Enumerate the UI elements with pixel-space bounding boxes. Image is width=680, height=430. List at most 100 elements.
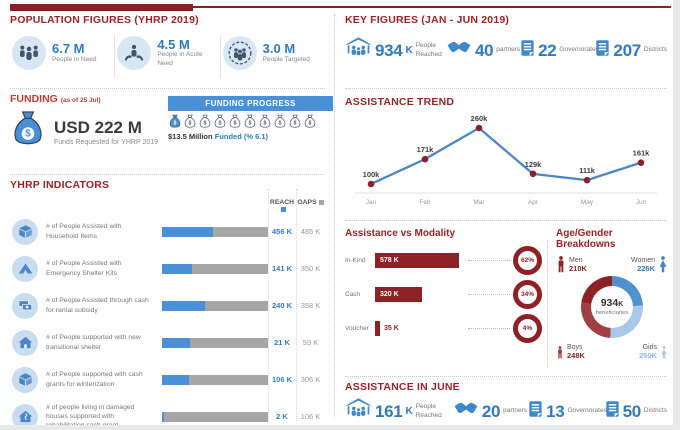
modality-row-inkind: In-Kind 578 K 62% (345, 243, 542, 277)
document-icon (595, 39, 610, 62)
stat-value: 22 (538, 40, 557, 60)
svg-text:$: $ (249, 120, 252, 126)
damaged-house-icon (12, 403, 38, 425)
yhrp-indicators-section: YHRP INDICATORS REACH GAPS # of People A… (10, 179, 325, 425)
document-icon (528, 400, 543, 423)
money-bag-icon: $ (10, 110, 46, 155)
cash-banknotes-icon (12, 292, 38, 319)
boy-icon (558, 345, 562, 358)
gaps-value: 358 K (300, 301, 321, 310)
stat-people-in-acute-need: 4.5 M People in Acute Need (115, 35, 221, 78)
age-gender-title: Age/Gender Breakdowns (556, 228, 616, 250)
reach-value: 21 K (274, 338, 290, 347)
modality-bar: 320 K (375, 286, 465, 302)
age-gender-section: Age/Gender Breakdowns Men 210K Women 226… (556, 228, 668, 360)
reach-gaps-bar (162, 300, 268, 311)
stat-partners: 40 partners (446, 40, 520, 61)
svg-text:$: $ (309, 120, 312, 126)
stat-label: partners (503, 407, 527, 415)
stat-people-in-need: 6.7 M People in Need (10, 35, 116, 78)
money-bag-icon: $ (274, 114, 286, 128)
gaps-value: 350 K (300, 264, 321, 273)
funding-progress-banner: FUNDING PROGRESS (168, 96, 333, 111)
top-accent-bar (10, 4, 193, 11)
funding-progress: FUNDING PROGRESS $ $ $ $ $ $ $ $ $ $ $13.5 Millio… (168, 96, 333, 141)
svg-text:$: $ (219, 120, 222, 126)
reach-value: 141 K (271, 264, 292, 273)
stat-label: Governorates (559, 46, 599, 54)
stat-value: 50 (622, 401, 642, 421)
svg-text:260k: 260k (471, 114, 489, 123)
svg-text:May: May (581, 199, 594, 206)
stat-value: 3.0 M (262, 40, 296, 56)
gaps-value: 106 K (300, 412, 321, 421)
stat-value: 207 (613, 40, 641, 60)
group-women: Women 226K (631, 256, 668, 273)
woman-icon (659, 256, 667, 273)
svg-text:Mar: Mar (473, 199, 485, 206)
indicator-label: # of People supported with cash grants f… (46, 371, 143, 388)
svg-text:129k: 129k (525, 160, 543, 169)
svg-text:Jun: Jun (636, 199, 647, 206)
reach-gaps-bar (162, 337, 268, 348)
hands-holding-people-icon (117, 36, 152, 70)
separator (345, 88, 667, 89)
stat-people-reached-june: 161 K People Reached (345, 398, 452, 425)
indicator-row: # of People supported with new transitio… (10, 324, 325, 361)
population-stats: 6.7 M People in Need 4.5 M People in Acu… (10, 35, 325, 78)
people-reached-icon (345, 37, 372, 64)
svg-text:111k: 111k (579, 166, 596, 175)
percent-ring: 4% (513, 313, 542, 343)
dotted-connector (468, 327, 510, 329)
beneficiaries-donut-chart: 934K beneficiaries (581, 276, 643, 338)
stat-value: 161 (375, 401, 403, 421)
gaps-value: 59 K (302, 338, 319, 347)
money-bag-icon: $ (199, 114, 211, 128)
reach-gaps-bar (162, 263, 268, 274)
key-figures-section: KEY FIGURES (JAN - JUN 2019) 934 K People… (345, 14, 667, 64)
stat-label: People Reached (415, 42, 442, 58)
reach-value: 240 K (271, 301, 292, 310)
gaps-value: 485 K (300, 227, 321, 236)
funding-section: FUNDING (as of 25 Jul) $ USD 222 M Funds… (10, 93, 333, 155)
stat-label: People Reached (415, 403, 442, 419)
svg-text:Apr: Apr (528, 199, 539, 206)
indicators-title: YHRP INDICATORS (10, 179, 110, 191)
modality-value: 578 K (380, 256, 399, 264)
money-bag-icon: $ (304, 114, 316, 128)
money-bag-icon: $ (229, 114, 241, 128)
trend-title: ASSISTANCE TREND (345, 96, 455, 108)
money-bags-row: $ $ $ $ $ $ $ $ $ $ (168, 114, 333, 130)
assistance-trend-section: ASSISTANCE TREND 100k Jan 171k Feb 260k Mar 12… (345, 96, 667, 217)
assistance-in-june-section: ASSISTANCE IN JUNE 161 K People Reached (345, 381, 667, 425)
funding-as-of: (as of 25 Jul) (60, 97, 101, 104)
stat-governorates: 22 Governorates (520, 39, 599, 62)
svg-text:Jan: Jan (366, 199, 377, 206)
stat-label: Districts (643, 407, 667, 415)
modality-label: In-Kind (345, 256, 366, 264)
stat-label: Districts (643, 46, 667, 54)
population-figures-section: POPULATION FIGURES (YHRP 2019) 6.7 M Peo… (10, 14, 325, 78)
stat-districts: 207 Districts (595, 39, 667, 62)
document-icon (605, 400, 620, 423)
girl-icon (661, 345, 667, 358)
indicator-row: # of People Assisted with Emergency Shel… (10, 250, 325, 287)
indicator-label: # of people living in damaged houses sup… (46, 403, 135, 425)
stat-value: 20 (481, 401, 501, 421)
dashboard-page: POPULATION FIGURES (YHRP 2019) 6.7 M Peo… (0, 0, 673, 425)
svg-text:100k: 100k (363, 170, 381, 179)
people-reached-icon (345, 398, 372, 425)
reach-gaps-bar (162, 226, 268, 237)
modality-label: Voucher (345, 324, 369, 332)
modality-row-voucher: Voucher 35 K 4% (345, 311, 542, 345)
svg-text:$: $ (294, 120, 297, 126)
stat-value: 40 (474, 40, 494, 60)
svg-text:$: $ (264, 120, 267, 126)
stat-districts-june: 50 Districts (605, 400, 667, 423)
reach-header: REACH (268, 199, 296, 213)
people-targeted-icon (222, 36, 257, 70)
indicator-row: # of People Assisted with Household Item… (10, 213, 325, 250)
svg-text:$: $ (25, 129, 31, 140)
top-accent-line (193, 6, 671, 8)
modality-bar: 578 K (375, 252, 465, 268)
